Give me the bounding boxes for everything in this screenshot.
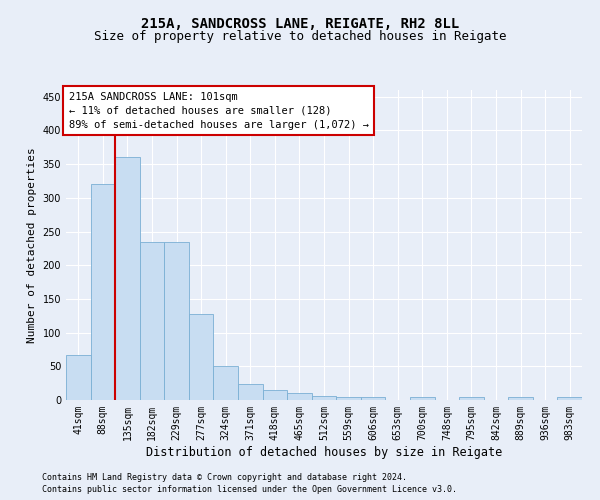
Bar — [66, 355, 91, 400]
Text: Size of property relative to detached houses in Reigate: Size of property relative to detached ho… — [94, 30, 506, 43]
Bar — [91, 184, 115, 400]
Bar — [312, 396, 336, 400]
Bar — [336, 396, 361, 400]
Text: 215A SANDCROSS LANE: 101sqm
← 11% of detached houses are smaller (128)
89% of se: 215A SANDCROSS LANE: 101sqm ← 11% of det… — [68, 92, 368, 130]
Bar — [140, 242, 164, 400]
Text: 215A, SANDCROSS LANE, REIGATE, RH2 8LL: 215A, SANDCROSS LANE, REIGATE, RH2 8LL — [141, 18, 459, 32]
Bar — [263, 390, 287, 400]
Text: Contains public sector information licensed under the Open Government Licence v3: Contains public sector information licen… — [42, 485, 457, 494]
Text: Contains HM Land Registry data © Crown copyright and database right 2024.: Contains HM Land Registry data © Crown c… — [42, 472, 407, 482]
Bar — [238, 384, 263, 400]
Y-axis label: Number of detached properties: Number of detached properties — [27, 147, 37, 343]
Bar — [557, 398, 582, 400]
Bar — [508, 398, 533, 400]
X-axis label: Distribution of detached houses by size in Reigate: Distribution of detached houses by size … — [146, 446, 502, 458]
Bar — [410, 398, 434, 400]
Bar — [361, 398, 385, 400]
Bar — [287, 394, 312, 400]
Bar — [459, 398, 484, 400]
Bar — [164, 242, 189, 400]
Bar — [189, 314, 214, 400]
Bar — [214, 366, 238, 400]
Bar — [115, 158, 140, 400]
